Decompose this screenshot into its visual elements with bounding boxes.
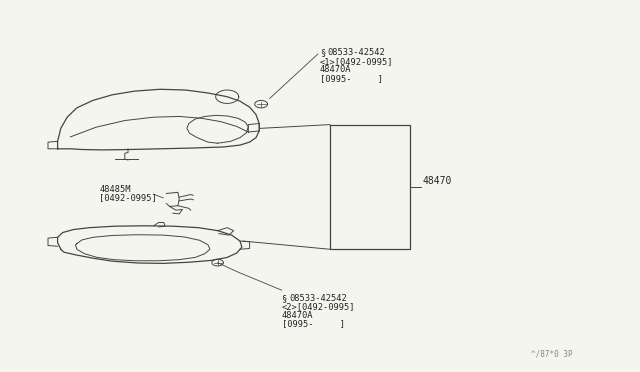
Text: 08533-42542: 08533-42542 <box>328 48 385 57</box>
Text: 48485M: 48485M <box>99 185 131 194</box>
Text: ^/87*0 3P: ^/87*0 3P <box>531 350 573 359</box>
Text: [0492-0995]: [0492-0995] <box>99 193 157 202</box>
Text: 48470: 48470 <box>422 176 452 186</box>
Text: 48470A: 48470A <box>320 65 351 74</box>
Text: 08533-42542: 08533-42542 <box>289 294 347 303</box>
Text: [0995-     ]: [0995- ] <box>282 320 344 328</box>
Text: <2>[0492-0995]: <2>[0492-0995] <box>282 302 355 311</box>
Text: [0995-     ]: [0995- ] <box>320 74 383 83</box>
Text: <1>[0492-0995]: <1>[0492-0995] <box>320 57 394 66</box>
Text: §: § <box>282 294 287 303</box>
Text: 48470A: 48470A <box>282 311 313 320</box>
Text: §: § <box>320 48 325 57</box>
